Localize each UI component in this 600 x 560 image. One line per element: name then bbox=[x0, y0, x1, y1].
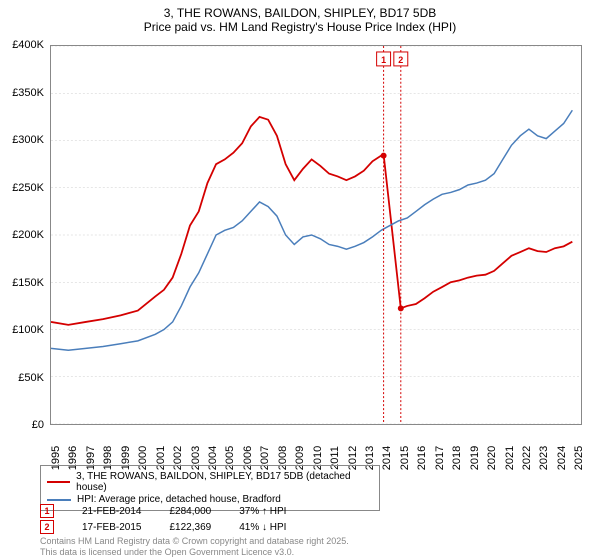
svg-text:1: 1 bbox=[381, 55, 386, 65]
y-tick-label: £300K bbox=[12, 134, 44, 146]
y-tick-label: £250K bbox=[12, 182, 44, 194]
y-tick-label: £50K bbox=[18, 372, 44, 384]
marker-delta: 37% ↑ HPI bbox=[239, 506, 286, 517]
marker-row: 1 21-FEB-2014 £284,000 37% ↑ HPI bbox=[40, 504, 286, 518]
chart-plot-area: 12 bbox=[50, 45, 582, 425]
y-tick-label: £0 bbox=[32, 419, 44, 431]
y-tick-label: £400K bbox=[12, 39, 44, 51]
x-axis-labels: 1995199619971998199920002001200220032004… bbox=[50, 428, 582, 468]
legend-swatch-2 bbox=[47, 499, 71, 501]
license-text: Contains HM Land Registry data © Crown c… bbox=[40, 536, 349, 558]
marker-num-box: 2 bbox=[40, 520, 54, 534]
y-tick-label: £200K bbox=[12, 229, 44, 241]
y-axis-labels: £0£50K£100K£150K£200K£250K£300K£350K£400… bbox=[0, 45, 48, 425]
marker-table: 1 21-FEB-2014 £284,000 37% ↑ HPI 2 17-FEB-201… bbox=[40, 502, 286, 536]
chart-title-address: 3, THE ROWANS, BAILDON, SHIPLEY, BD17 5D… bbox=[0, 6, 600, 20]
x-tick-label: 2015 bbox=[399, 446, 411, 470]
x-tick-label: 2025 bbox=[573, 446, 585, 470]
chart-svg: 12 bbox=[51, 46, 581, 424]
marker-date: 17-FEB-2015 bbox=[82, 522, 141, 533]
x-tick-label: 2018 bbox=[451, 446, 463, 470]
x-tick-label: 2021 bbox=[504, 446, 516, 470]
x-tick-label: 2016 bbox=[416, 446, 428, 470]
marker-row: 2 17-FEB-2015 £122,369 41% ↓ HPI bbox=[40, 520, 286, 534]
license-line2: This data is licensed under the Open Gov… bbox=[40, 547, 349, 558]
y-tick-label: £100K bbox=[12, 324, 44, 336]
marker-date: 21-FEB-2014 bbox=[82, 506, 141, 517]
x-tick-label: 2019 bbox=[469, 446, 481, 470]
x-tick-label: 2020 bbox=[486, 446, 498, 470]
marker-price: £122,369 bbox=[169, 522, 211, 533]
y-tick-label: £150K bbox=[12, 277, 44, 289]
x-tick-label: 2022 bbox=[521, 446, 533, 470]
svg-text:2: 2 bbox=[398, 55, 403, 65]
legend-label-1: 3, THE ROWANS, BAILDON, SHIPLEY, BD17 5D… bbox=[76, 471, 373, 493]
x-tick-label: 2023 bbox=[538, 446, 550, 470]
chart-title-desc: Price paid vs. HM Land Registry's House … bbox=[0, 20, 600, 34]
marker-num-box: 1 bbox=[40, 504, 54, 518]
legend-swatch-1 bbox=[47, 481, 70, 483]
x-tick-label: 2014 bbox=[381, 446, 393, 470]
marker-price: £284,000 bbox=[169, 506, 211, 517]
x-tick-label: 2024 bbox=[556, 446, 568, 470]
x-tick-label: 2017 bbox=[434, 446, 446, 470]
license-line1: Contains HM Land Registry data © Crown c… bbox=[40, 536, 349, 547]
marker-delta: 41% ↓ HPI bbox=[239, 522, 286, 533]
y-tick-label: £350K bbox=[12, 87, 44, 99]
